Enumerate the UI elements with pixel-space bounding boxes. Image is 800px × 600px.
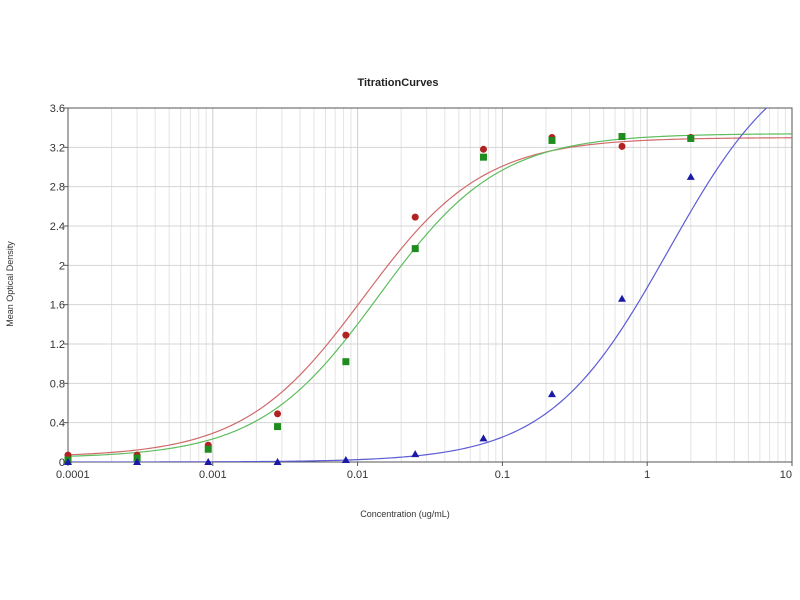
data-point-triangle bbox=[133, 458, 142, 465]
data-point-square bbox=[274, 423, 282, 431]
data-point-square bbox=[479, 153, 487, 161]
y-tick-label: 0.8 bbox=[50, 378, 65, 390]
x-tick-label: 0.0001 bbox=[56, 469, 90, 481]
data-point-triangle bbox=[686, 172, 695, 180]
x-tick-label: 10 bbox=[780, 469, 792, 481]
y-tick-label: 0 bbox=[59, 457, 65, 469]
data-point-triangle bbox=[411, 450, 420, 458]
fit-curve-square bbox=[68, 133, 792, 457]
fit-curves bbox=[68, 108, 792, 462]
y-tick-label: 1.6 bbox=[50, 300, 65, 312]
data-point-circle bbox=[274, 410, 282, 418]
data-point-circle bbox=[342, 331, 350, 339]
chart-title: TitrationCurves bbox=[357, 77, 438, 89]
data-points bbox=[64, 133, 695, 465]
data-point-square bbox=[411, 245, 419, 253]
axis-ticks: 0 0.4 0.8 1.2 1.6 2 2.4 2.8 3.2 3.6 0.0001 0.001 0.0… bbox=[50, 103, 793, 481]
x-tick-label: 0.001 bbox=[199, 469, 227, 481]
data-point-square bbox=[342, 358, 350, 366]
x-tick-label: 1 bbox=[644, 469, 650, 481]
data-point-triangle bbox=[273, 458, 282, 465]
y-axis-label: Mean Optical Density bbox=[5, 241, 15, 327]
fit-curve-triangle bbox=[68, 108, 768, 462]
y-tick-label: 2.4 bbox=[50, 221, 65, 233]
plot-area bbox=[67, 107, 793, 463]
y-tick-label: 2 bbox=[59, 260, 65, 272]
y-tick-label: 3.6 bbox=[50, 103, 65, 115]
data-point-triangle bbox=[479, 434, 488, 442]
data-point-triangle bbox=[618, 294, 627, 302]
data-point-triangle bbox=[204, 458, 213, 465]
x-tick-label: 0.01 bbox=[347, 469, 368, 481]
data-point-circle bbox=[411, 213, 419, 221]
data-point-square bbox=[548, 136, 556, 144]
x-axis-label: Concentration (ug/mL) bbox=[360, 509, 450, 519]
data-point-triangle bbox=[547, 390, 556, 398]
data-point-square bbox=[204, 445, 212, 453]
y-tick-label: 3.2 bbox=[50, 142, 65, 154]
data-point-circle bbox=[618, 142, 626, 150]
data-point-square bbox=[618, 133, 626, 141]
grid bbox=[67, 107, 792, 463]
fit-curve-circle bbox=[68, 137, 792, 456]
y-tick-label: 0.4 bbox=[50, 418, 65, 430]
y-tick-label: 2.8 bbox=[50, 182, 65, 194]
y-tick-label: 1.2 bbox=[50, 339, 65, 351]
x-tick-label: 0.1 bbox=[495, 469, 510, 481]
data-point-circle bbox=[479, 145, 487, 153]
data-point-square bbox=[687, 134, 695, 142]
data-point-triangle bbox=[341, 456, 350, 464]
data-point-triangle bbox=[64, 458, 72, 465]
